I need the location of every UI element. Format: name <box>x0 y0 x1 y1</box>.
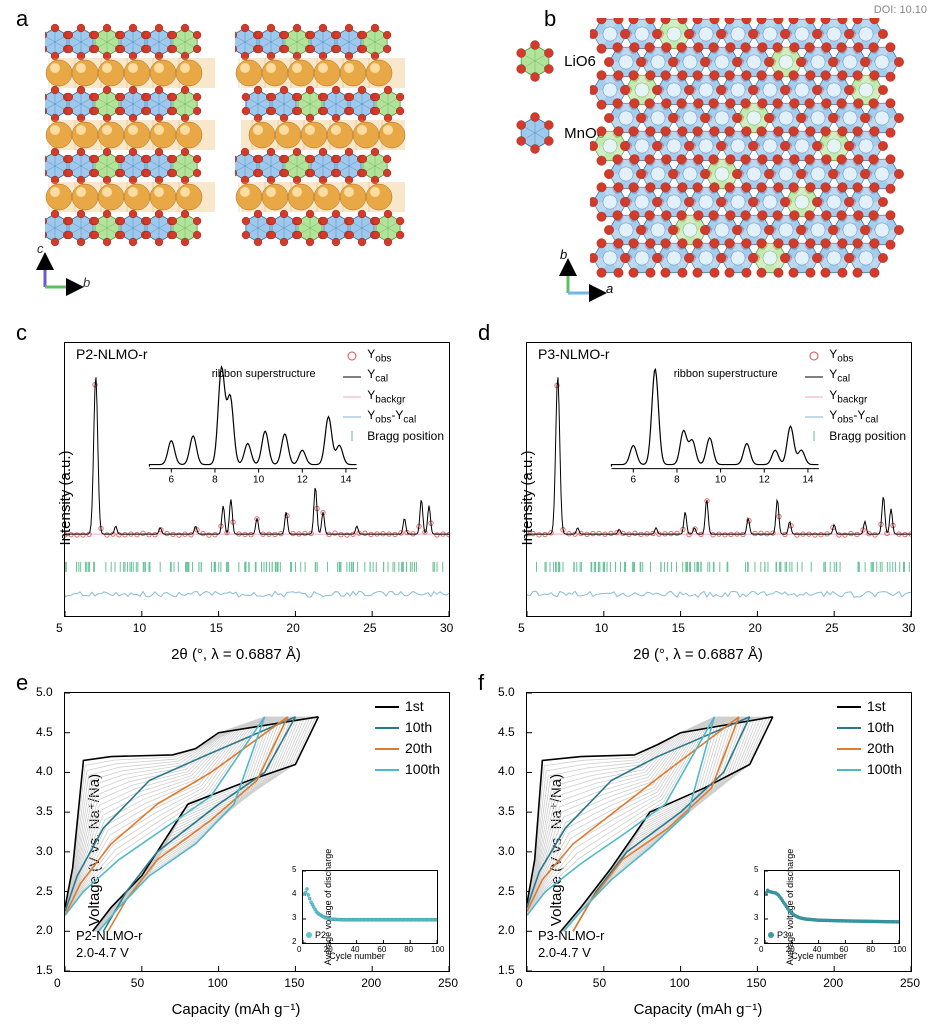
xlabel-e: Capacity (mAh g⁻¹) <box>172 1000 301 1018</box>
inset-e: Average voltage of discharge Cycle numbe… <box>272 852 442 962</box>
title-d: P3-NLMO-r <box>538 346 610 362</box>
legend-c: YobsYcalYbackgrYobs-YcalBragg position <box>342 346 444 444</box>
svg-text:10: 10 <box>253 475 265 486</box>
sample-e: P2-NLMO-r2.0-4.7 V <box>76 928 142 962</box>
legend-d: YobsYcalYbackgrYobs-YcalBragg position <box>804 346 906 444</box>
crystal-structure-side: LiO6 MnO6 c b <box>35 10 565 310</box>
svg-text:14: 14 <box>802 475 814 486</box>
xrd-chart-c: Intensity (a.u.) 2θ (°, λ = 0.6887 Å) 68… <box>16 330 456 665</box>
sample-f: P3-NLMO-r2.0-4.7 V <box>538 928 604 962</box>
svg-text:8: 8 <box>212 475 218 486</box>
svg-text:8: 8 <box>674 475 680 486</box>
panel-label-a: a <box>16 6 28 32</box>
svg-text:12: 12 <box>759 475 771 486</box>
xlabel-d: 2θ (°, λ = 0.6887 Å) <box>633 646 763 663</box>
svg-text:6: 6 <box>631 475 637 486</box>
svg-text:ribbon superstructure: ribbon superstructure <box>674 368 778 380</box>
crystal-structure-top: b a <box>560 10 920 310</box>
axes-b: b a <box>554 253 614 306</box>
xlabel-f: Capacity (mAh g⁻¹) <box>634 1000 763 1018</box>
svg-text:6: 6 <box>169 475 175 486</box>
title-c: P2-NLMO-r <box>76 346 148 362</box>
inset-f: Average voltage of discharge Cycle numbe… <box>734 852 904 962</box>
axes-a: c b <box>31 247 91 300</box>
mno6-icon <box>514 112 556 154</box>
legend-e: 1st10th20th100th <box>375 696 440 780</box>
lio6-icon <box>514 40 556 82</box>
voltage-chart-f: Voltage (V vs. Na⁺/Na) Capacity (mAh g⁻¹… <box>478 680 918 1020</box>
legend-f: 1st10th20th100th <box>837 696 902 780</box>
svg-text:10: 10 <box>715 475 727 486</box>
svg-text:ribbon superstructure: ribbon superstructure <box>212 368 316 380</box>
svg-text:14: 14 <box>340 475 352 486</box>
xrd-chart-d: Intensity (a.u.) 2θ (°, λ = 0.6887 Å) 68… <box>478 330 918 665</box>
svg-text:12: 12 <box>297 475 309 486</box>
voltage-chart-e: Voltage (V vs. Na⁺/Na) Capacity (mAh g⁻¹… <box>16 680 456 1020</box>
xlabel-c: 2θ (°, λ = 0.6887 Å) <box>171 646 301 663</box>
